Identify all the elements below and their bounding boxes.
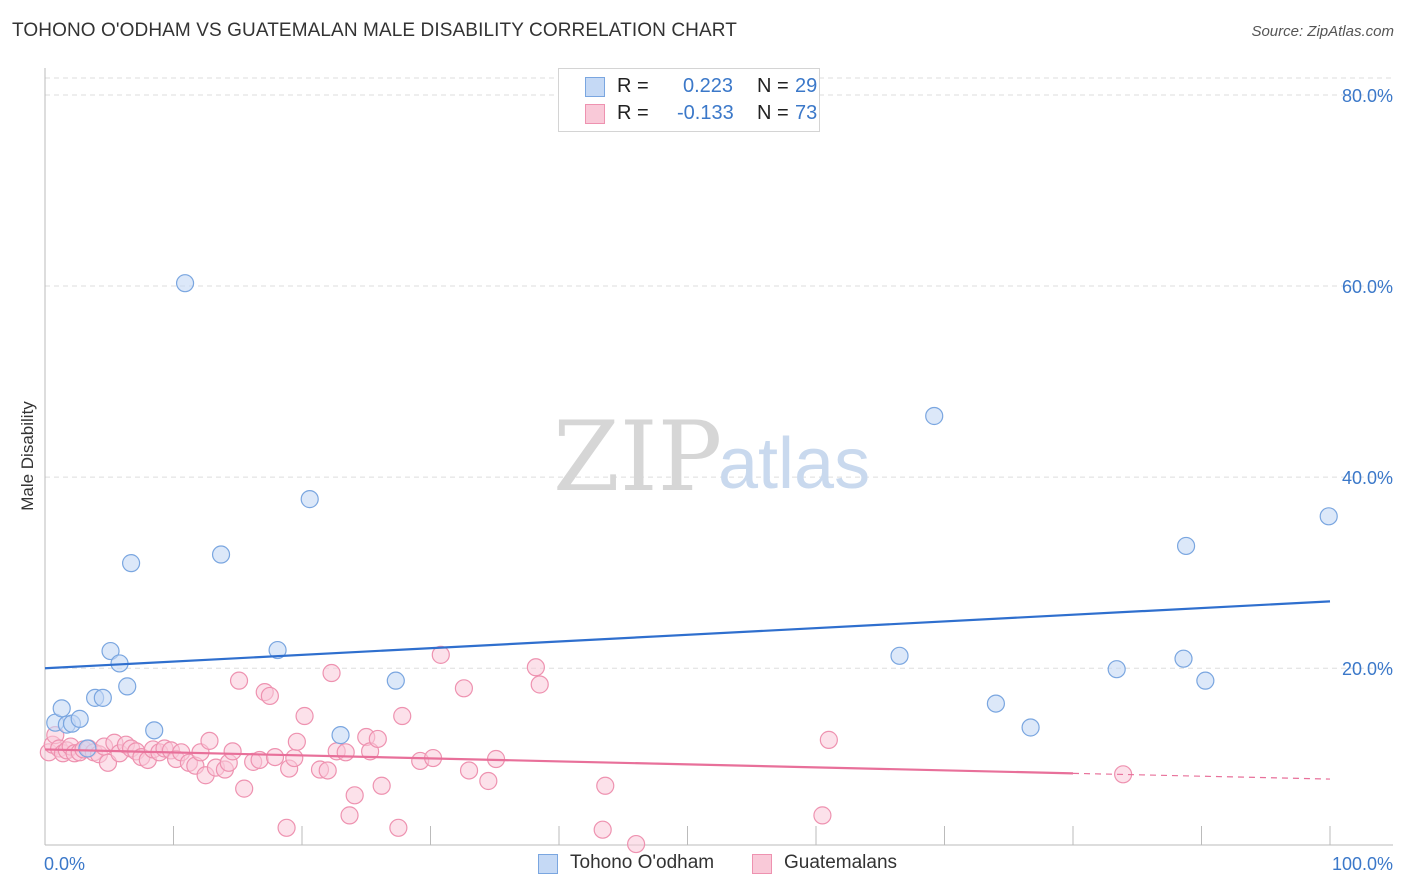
guatemalans-point: [285, 748, 304, 768]
guatemalans-point: [260, 686, 279, 706]
legend-swatch-tohono: [585, 77, 605, 97]
y-tick-label: 80.0%: [1342, 86, 1393, 106]
guatemalans-point: [287, 732, 306, 751]
guatemalans-point: [819, 730, 838, 749]
legend-r-label: R =: [617, 75, 649, 97]
tohono-point: [70, 709, 89, 728]
tohono-point: [78, 739, 97, 758]
guatemalans-point: [318, 761, 337, 780]
guatemalans-point: [235, 779, 254, 798]
watermark-zip: ZIP: [553, 401, 722, 513]
guatemalans-trend-extension: [1072, 772, 1331, 780]
tohono-point: [268, 640, 287, 660]
chart-title: TOHONO O'ODHAM VS GUATEMALAN MALE DISABI…: [12, 20, 737, 41]
guatemalans-point: [393, 706, 412, 726]
guatemalans-point: [277, 818, 296, 837]
watermark-atlas: atlas: [718, 424, 870, 504]
tohono-point: [101, 641, 120, 661]
tohono-point: [118, 677, 137, 696]
legend-swatch-guatemalans: [752, 854, 772, 874]
legend-n-value: 73: [795, 102, 818, 124]
guatemalans-point: [389, 818, 408, 837]
tohono-point: [300, 490, 319, 509]
guatemalans-point: [265, 747, 285, 767]
legend-label-tohono: Tohono O'odham: [570, 852, 715, 873]
guatemalans-point: [368, 729, 387, 749]
legend-r-value: 0.223: [683, 75, 734, 97]
tohono-trend-line: [44, 600, 1331, 670]
tohono-point: [1176, 536, 1196, 556]
guatemalans-point: [336, 743, 355, 762]
guatemalans-point: [229, 671, 249, 690]
guatemalans-points: [39, 645, 1133, 854]
guatemalans-point: [813, 806, 832, 825]
guatemalans-point: [530, 675, 549, 694]
guatemalans-point: [345, 786, 364, 805]
tick-labels: 20.0% 40.0% 60.0% 80.0% 0.0% 100.0%: [44, 86, 1393, 874]
watermark: ZIP atlas: [553, 401, 870, 513]
tohono-point: [386, 671, 405, 690]
legend-r-value: -0.133: [677, 102, 734, 124]
guatemalans-point: [526, 658, 545, 677]
guatemalans-point: [372, 776, 391, 795]
y-tick-label: 40.0%: [1342, 468, 1393, 488]
tohono-point: [1107, 660, 1126, 679]
guatemalans-point: [454, 679, 474, 698]
series-legend: Tohono O'odham Guatemalans: [0, 852, 1406, 878]
guatemalans-point: [479, 771, 498, 791]
guatemalans-point: [431, 645, 450, 664]
guatemalans-point: [626, 834, 646, 854]
legend-n-label: N =: [757, 102, 789, 124]
guatemalans-point: [459, 761, 479, 780]
legend-n-label: N =: [757, 75, 789, 97]
guatemalans-point: [340, 806, 359, 825]
y-tick-label: 20.0%: [1342, 659, 1393, 679]
guatemalans-point: [596, 776, 615, 795]
x-tick-label: 100.0%: [1332, 854, 1393, 874]
legend-swatch-tohono: [538, 854, 558, 874]
source-note: Source: ZipAtlas.com: [1251, 23, 1394, 40]
tohono-point: [1174, 649, 1193, 668]
axes: [44, 68, 1393, 846]
tohono-point: [890, 646, 909, 665]
tohono-point: [1021, 718, 1040, 737]
tohono-point: [121, 554, 141, 573]
x-tick-label: 0.0%: [44, 854, 85, 874]
legend-label-guatemalans: Guatemalans: [784, 852, 898, 873]
guatemalans-point: [200, 731, 219, 750]
legend-swatch-guatemalans: [585, 104, 605, 124]
stats-legend: R = 0.223 N = 29 R = -0.133 N = 73: [558, 68, 820, 132]
tohono-point: [52, 699, 71, 718]
tohono-point: [331, 726, 350, 745]
tohono-point: [1196, 671, 1215, 690]
guatemalans-point: [593, 820, 612, 839]
legend-r-label: R =: [617, 102, 649, 124]
y-tick-label: 60.0%: [1342, 277, 1393, 297]
tohono-point: [175, 274, 195, 293]
tohono-point: [93, 688, 112, 707]
guatemalans-point: [295, 706, 314, 726]
tohono-point: [925, 406, 944, 426]
gridlines: [45, 77, 1393, 669]
trend-lines: [44, 600, 1331, 780]
guatemalans-trend-line: [44, 748, 1074, 775]
tohono-point: [986, 694, 1006, 713]
guatemalans-point: [322, 663, 341, 683]
tohono-point: [211, 545, 231, 564]
tohono-point: [145, 721, 164, 740]
guatemalans-point: [223, 742, 242, 761]
legend-n-value: 29: [795, 75, 818, 97]
tohono-point: [1319, 507, 1338, 526]
